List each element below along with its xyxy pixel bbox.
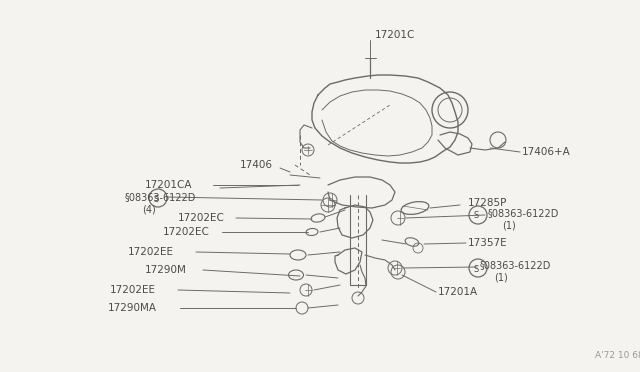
Text: (1): (1)	[502, 221, 516, 231]
Text: 17406: 17406	[240, 160, 273, 170]
Text: S: S	[154, 195, 159, 203]
Text: (1): (1)	[494, 273, 508, 283]
Text: 17357E: 17357E	[468, 238, 508, 248]
Text: S: S	[474, 264, 479, 273]
Text: 17202EE: 17202EE	[110, 285, 156, 295]
Text: 17285P: 17285P	[468, 198, 508, 208]
Text: 17202EE: 17202EE	[128, 247, 174, 257]
Text: §08363-6122D: §08363-6122D	[480, 260, 552, 270]
Text: 17290MA: 17290MA	[108, 303, 157, 313]
Text: (4): (4)	[142, 205, 156, 215]
Text: 17201A: 17201A	[438, 287, 478, 297]
Text: S: S	[474, 212, 479, 221]
Text: 17201C: 17201C	[375, 30, 415, 40]
Text: 17202EC: 17202EC	[178, 213, 225, 223]
Text: §08363-6122D: §08363-6122D	[488, 208, 559, 218]
Text: 17406+A: 17406+A	[522, 147, 571, 157]
Text: A'72 10 68: A'72 10 68	[595, 350, 640, 359]
Text: 17201CA: 17201CA	[145, 180, 193, 190]
Text: 17290M: 17290M	[145, 265, 187, 275]
Text: 17202EC: 17202EC	[163, 227, 210, 237]
Text: §08363-6122D: §08363-6122D	[125, 192, 196, 202]
